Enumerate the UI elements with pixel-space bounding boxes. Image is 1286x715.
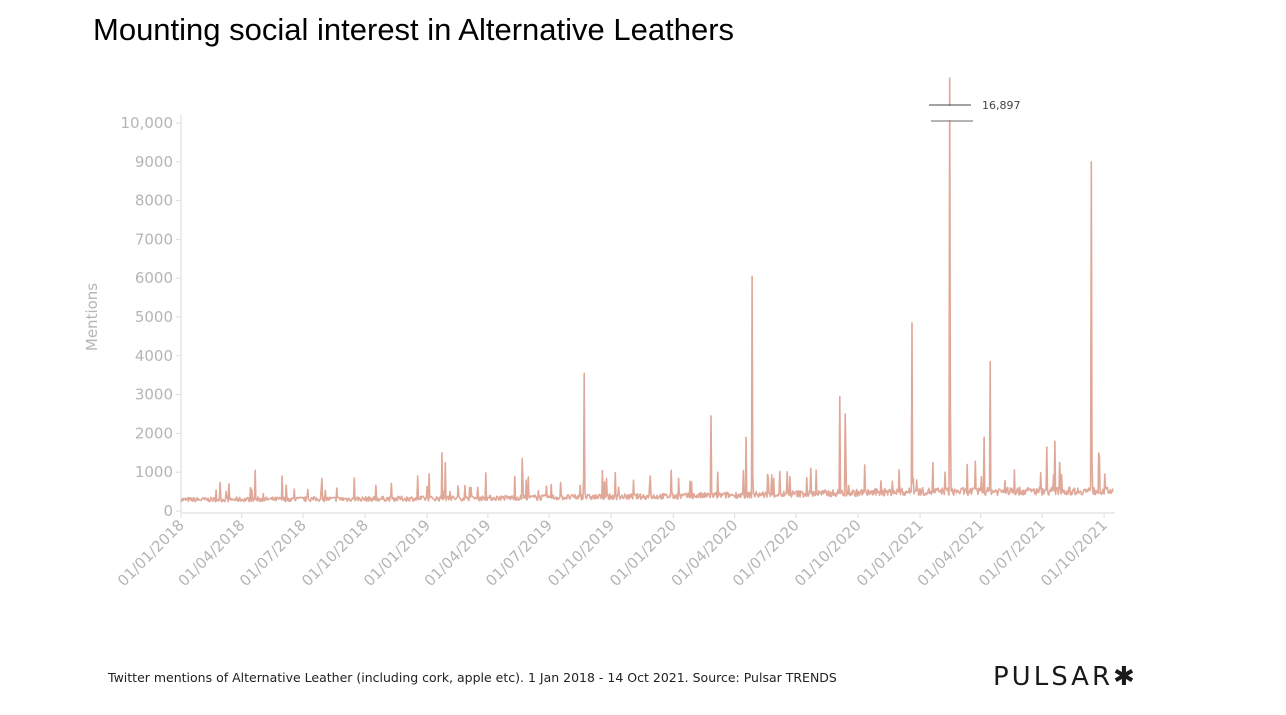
pulsar-logo: PULSAR✱: [993, 662, 1138, 692]
chart-caption: Twitter mentions of Alternative Leather …: [108, 670, 837, 685]
y-tick-label: 9000: [135, 153, 173, 171]
y-tick-label: 4000: [135, 347, 173, 365]
y-tick-label: 2000: [135, 424, 173, 442]
page-title: Mounting social interest in Alternative …: [93, 12, 735, 47]
y-tick-label: 7000: [135, 230, 173, 248]
mentions-line: [180, 77, 1114, 503]
y-tick-label: 1000: [135, 463, 173, 481]
peak-annotation: 16,897: [982, 99, 1021, 112]
y-tick-label: 3000: [135, 386, 173, 404]
y-tick-label: 0: [163, 502, 173, 520]
y-axis-label: Mentions: [83, 283, 101, 351]
y-tick-label: 10,000: [121, 114, 174, 132]
y-tick-label: 5000: [135, 308, 173, 326]
x-tick-label: 01/10/2021: [1037, 516, 1111, 590]
y-tick-label: 6000: [135, 269, 173, 287]
y-tick-label: 8000: [135, 192, 173, 210]
